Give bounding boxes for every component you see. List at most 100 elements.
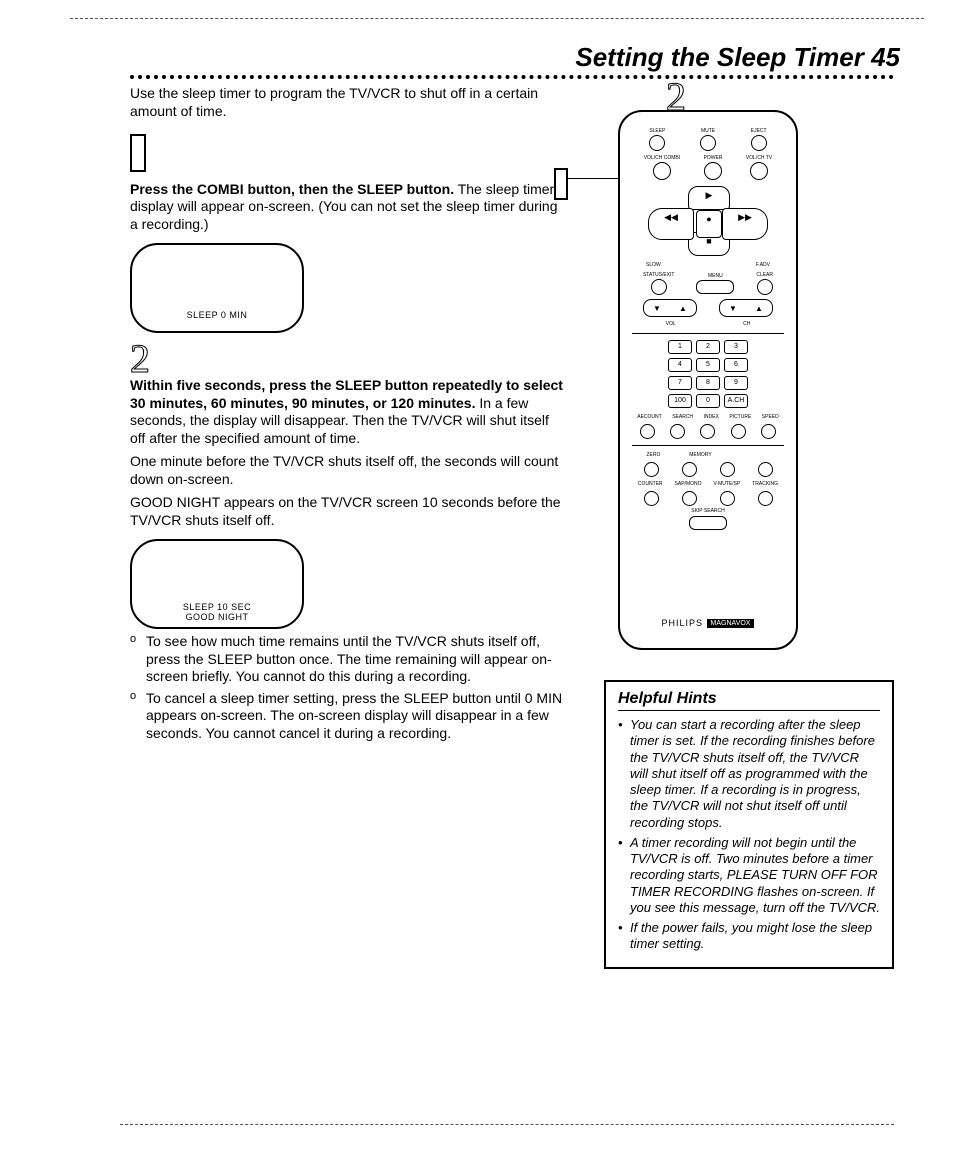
fn-labels-3: COUNTER SAP/MONO V-MUTE/SP TRACKING	[632, 481, 784, 487]
sleep-button[interactable]	[649, 135, 665, 151]
fn2-btn-d[interactable]	[758, 462, 773, 477]
hint-b: A timer recording will not begin until t…	[618, 835, 880, 916]
fn-d-label: PICTURE	[729, 414, 751, 420]
tvvol-button[interactable]	[750, 162, 768, 180]
mute-button[interactable]	[700, 135, 716, 151]
fn3-btn-b[interactable]	[682, 491, 697, 506]
fn2-btn-b[interactable]	[682, 462, 697, 477]
fn-btn-c[interactable]	[700, 424, 715, 439]
title-suffix: Timer	[786, 42, 871, 72]
brand-line: PHILIPS MAGNAVOX	[620, 618, 796, 628]
page-title: Setting the Sleep Timer 45	[130, 42, 900, 73]
fn2-btn-a[interactable]	[644, 462, 659, 477]
power-label: POWER	[704, 155, 723, 161]
number-pad: 1 2 3 4 5 6 7 8 9 100 0 A.CH	[632, 340, 784, 408]
num-3[interactable]: 3	[724, 340, 748, 354]
dotted-rule	[130, 75, 894, 79]
fn-btn-b[interactable]	[670, 424, 685, 439]
ch-up-icon: ▲	[755, 304, 763, 313]
step-1-icon	[130, 134, 146, 172]
fn-labels-2: ZERO MEMORY	[632, 452, 784, 458]
fn-row-2	[632, 462, 784, 477]
fn3-c-label: V-MUTE/SP	[713, 481, 740, 487]
remote-separator-1	[632, 333, 784, 334]
vol-rocker[interactable]: ▼ ▲	[643, 299, 697, 317]
num-1[interactable]: 1	[668, 340, 692, 354]
num-2[interactable]: 2	[696, 340, 720, 354]
fn-btn-e[interactable]	[761, 424, 776, 439]
num-ach[interactable]: A.CH	[724, 394, 748, 408]
columns: Use the sleep timer to program the TV/VC…	[130, 85, 894, 969]
fn-row-3	[632, 491, 784, 506]
menu-button[interactable]	[696, 280, 734, 294]
eject-button[interactable]	[751, 135, 767, 151]
tv-screen-2-line2: GOOD NIGHT	[132, 612, 302, 623]
dpad: ▶ ■ ◀◀ ▶▶ ●	[648, 186, 768, 256]
sleep-label: SLEEP	[649, 128, 665, 134]
tv-screen-1-text: SLEEP 0 MIN	[132, 310, 302, 321]
remote-row-slow: SLOW F.ADV	[632, 262, 784, 268]
brand-box: MAGNAVOX	[707, 619, 755, 628]
clear-button[interactable]	[757, 279, 773, 295]
menu-label: MENU	[708, 273, 723, 279]
notes-list: To see how much time remains until the T…	[130, 633, 564, 742]
dpad-left[interactable]: ◀◀	[648, 208, 694, 240]
vol-label: VOL	[666, 321, 676, 327]
fn3-d-label: TRACKING	[752, 481, 778, 487]
num-4[interactable]: 4	[668, 358, 692, 372]
dpad-center[interactable]: ●	[696, 210, 722, 238]
tv-screen-2: SLEEP 10 SEC GOOD NIGHT	[130, 539, 304, 629]
fn-labels-1: AECOUNT SEARCH INDEX PICTURE SPEED	[632, 414, 784, 420]
title-prefix: Setting the	[575, 42, 717, 72]
brand-text: PHILIPS	[662, 618, 704, 628]
fn-btn-a[interactable]	[640, 424, 655, 439]
hint-c: If the power fails, you might lose the s…	[618, 920, 880, 953]
status-button[interactable]	[651, 279, 667, 295]
dpad-up[interactable]: ▶	[688, 186, 730, 210]
fn3-btn-a[interactable]	[644, 491, 659, 506]
num-9[interactable]: 9	[724, 376, 748, 390]
oval-labels: VOL CH	[632, 321, 784, 327]
fn-e-label: SPEED	[762, 414, 779, 420]
manual-page: Setting the Sleep Timer 45 Use the sleep…	[0, 0, 954, 1153]
fn-btn-d[interactable]	[731, 424, 746, 439]
note-a: To see how much time remains until the T…	[130, 633, 564, 686]
num-0[interactable]: 0	[696, 394, 720, 408]
remote-row-2: VOL/CH COMBI POWER VOL/CH TV	[632, 155, 784, 180]
hints-title: Helpful Hints	[618, 690, 880, 711]
fn-row-1	[632, 424, 784, 439]
num-6[interactable]: 6	[724, 358, 748, 372]
num-5[interactable]: 5	[696, 358, 720, 372]
ch-down-icon: ▼	[729, 304, 737, 313]
ch-rocker[interactable]: ▼ ▲	[719, 299, 773, 317]
step-2-icon: 2	[130, 341, 150, 377]
top-rule	[70, 18, 924, 19]
hint-a: You can start a recording after the slee…	[618, 717, 880, 831]
remote-row-oval: ▼ ▲ ▼ ▲	[632, 299, 784, 317]
fn3-btn-c[interactable]	[720, 491, 735, 506]
fn2-btn-c[interactable]	[720, 462, 735, 477]
side-column: 2 SLEEP MUTE EJECT VOL/CH COMBI POWER VO…	[594, 85, 894, 969]
main-column: Use the sleep timer to program the TV/VC…	[130, 85, 564, 969]
fadv-label: F.ADV	[756, 262, 770, 268]
combi-label: VOL/CH COMBI	[644, 155, 680, 161]
mute-label: MUTE	[701, 128, 715, 134]
clear-label: CLEAR	[756, 272, 773, 278]
skip-button[interactable]	[689, 516, 727, 530]
num-7[interactable]: 7	[668, 376, 692, 390]
hints-list: You can start a recording after the slee…	[618, 717, 880, 953]
fn-b-label: SEARCH	[672, 414, 693, 420]
power-button[interactable]	[704, 162, 722, 180]
step-2-text-b: One minute before the TV/VCR shuts itsel…	[130, 453, 564, 488]
fn2-a-label: ZERO	[646, 452, 660, 458]
combi-button[interactable]	[653, 162, 671, 180]
fn-c-label: INDEX	[704, 414, 719, 420]
num-100[interactable]: 100	[668, 394, 692, 408]
remote-illustration: 2 SLEEP MUTE EJECT VOL/CH COMBI POWER VO…	[594, 110, 894, 650]
fn3-btn-d[interactable]	[758, 491, 773, 506]
tv-screen-1: SLEEP 0 MIN	[130, 243, 304, 333]
callout-1-line	[566, 178, 618, 179]
dpad-right[interactable]: ▶▶	[722, 208, 768, 240]
fn-a-label: AECOUNT	[637, 414, 661, 420]
num-8[interactable]: 8	[696, 376, 720, 390]
